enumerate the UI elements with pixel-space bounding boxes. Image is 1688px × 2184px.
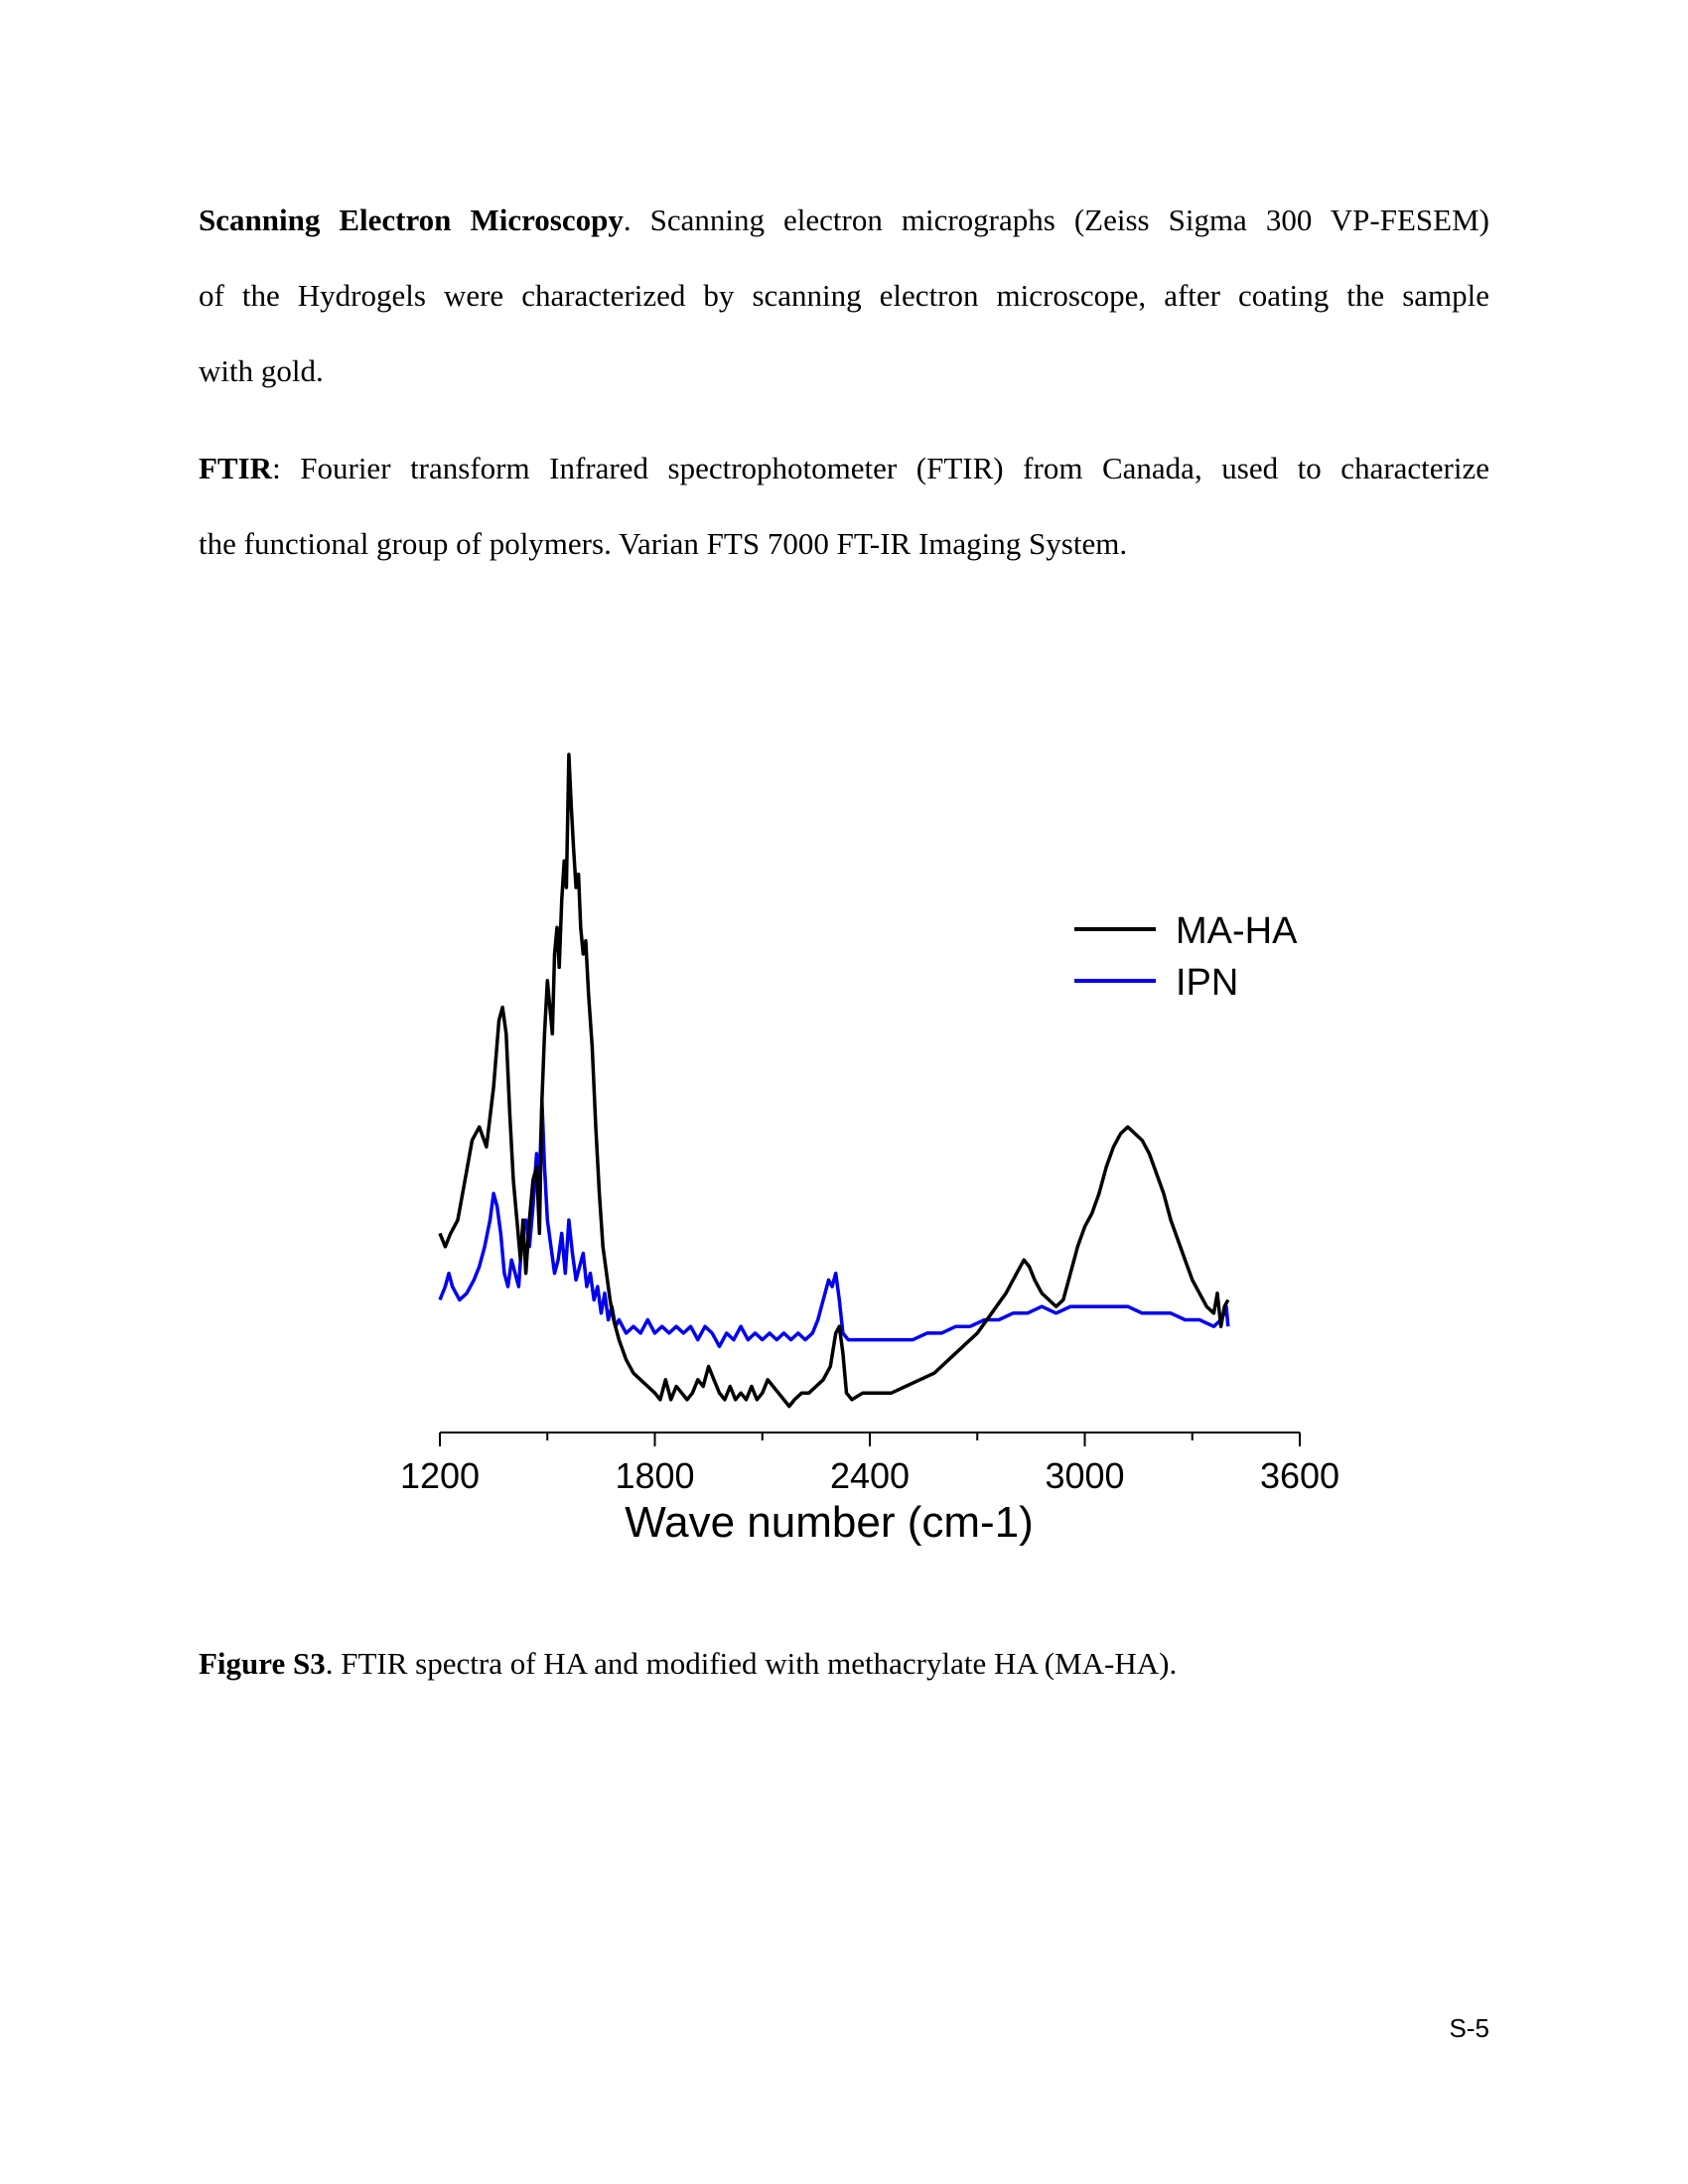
x-tick-label-2400: 2400 [830, 1455, 910, 1496]
x-tick-label-3000: 3000 [1045, 1455, 1124, 1496]
sem-line-3: with gold. [199, 353, 324, 388]
figure-caption: Figure S3. FTIR spectra of HA and modifi… [199, 1646, 1489, 1682]
x-tick-label-1800: 1800 [615, 1455, 694, 1496]
sem-heading: Scanning Electron Microscopy [199, 203, 624, 237]
figure-caption-label: Figure S3 [199, 1646, 326, 1681]
ftir-heading: FTIR [199, 451, 273, 485]
chart-legend: MA-HA IPN [1074, 910, 1298, 1004]
legend-label-ipn: IPN [1176, 962, 1238, 1004]
x-axis-ticks: 1200 1800 2400 3000 3600 [400, 1433, 1339, 1496]
series-line-ma-ha [438, 752, 1230, 1409]
legend-label-ma-ha: MA-HA [1176, 910, 1298, 952]
sem-paragraph: Scanning Electron Microscopy. Scanning e… [199, 197, 1489, 395]
sem-line-2: of the Hydrogels were characterized by s… [199, 278, 1489, 313]
x-tick-label-3600: 3600 [1260, 1455, 1339, 1496]
ftir-line-1: FTIR: Fourier transform Infrared spectro… [199, 451, 1489, 485]
x-tick-label-1200: 1200 [400, 1455, 480, 1496]
figure-caption-text: . FTIR spectra of HA and modified with m… [325, 1646, 1178, 1681]
series-line-ipn [438, 1098, 1230, 1349]
ftir-line-2: the functional group of polymers. Varian… [199, 526, 1128, 561]
sem-line-1: Scanning Electron Microscopy. Scanning e… [199, 203, 1489, 237]
x-axis-title: Wave number (cm-1) [625, 1498, 1034, 1547]
ftir-paragraph: FTIR: Fourier transform Infrared spectro… [199, 445, 1489, 568]
spectra-series [438, 752, 1230, 1409]
page-number: S-5 [1449, 2013, 1489, 2043]
